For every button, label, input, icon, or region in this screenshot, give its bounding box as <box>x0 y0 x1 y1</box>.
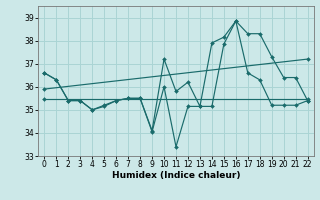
X-axis label: Humidex (Indice chaleur): Humidex (Indice chaleur) <box>112 171 240 180</box>
